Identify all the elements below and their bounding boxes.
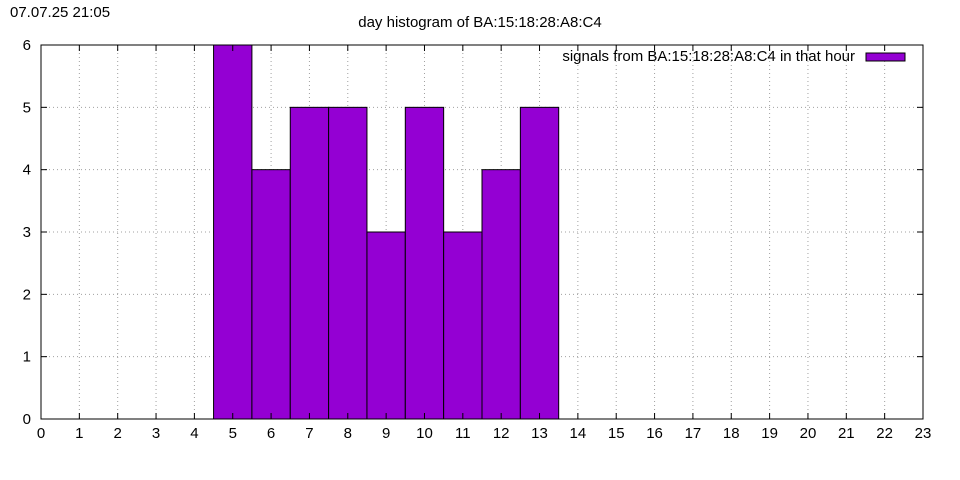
timestamp: 07.07.25 21:05	[10, 4, 111, 21]
chart-title: day histogram of BA:15:18:28:A8:C4	[358, 14, 601, 31]
x-tick-label: 7	[305, 425, 313, 442]
y-tick-label: 2	[23, 286, 31, 303]
y-tick-label: 6	[23, 37, 31, 54]
bar-hour-10	[404, 106, 445, 420]
y-tick-label: 5	[23, 99, 31, 116]
legend: signals from BA:15:18:28:A8:C4 in that h…	[562, 48, 906, 65]
axis-ticks	[40, 44, 924, 420]
y-tick-label: 3	[23, 224, 31, 241]
x-tick-label: 20	[800, 425, 817, 442]
x-tick-label: 0	[37, 425, 45, 442]
x-tick-label: 17	[685, 425, 702, 442]
x-tick-label: 4	[190, 425, 198, 442]
x-tick-label: 18	[723, 425, 740, 442]
x-tick-label: 15	[608, 425, 625, 442]
x-tick-label: 1	[75, 425, 83, 442]
y-axis-tick-labels: 0 1 2 3 4 5 6	[23, 37, 31, 428]
bar-hour-7	[289, 106, 330, 420]
x-tick-label: 19	[761, 425, 778, 442]
y-tick-label: 1	[23, 349, 31, 366]
y-tick-label: 4	[23, 162, 31, 179]
bar-hour-5	[213, 44, 253, 420]
x-tick-label: 14	[570, 425, 587, 442]
x-tick-label: 11	[455, 425, 471, 442]
x-tick-label: 16	[646, 425, 663, 442]
x-tick-label: 13	[531, 425, 548, 442]
bar-hour-13	[519, 106, 560, 420]
x-tick-label: 2	[114, 425, 122, 442]
bar-hour-12	[481, 169, 521, 420]
bars	[213, 44, 560, 420]
x-tick-label: 6	[267, 425, 275, 442]
legend-swatch	[865, 52, 906, 62]
x-tick-label: 21	[838, 425, 855, 442]
y-tick-label: 0	[23, 411, 31, 428]
bar-hour-9	[366, 231, 406, 420]
legend-label: signals from BA:15:18:28:A8:C4 in that h…	[562, 48, 855, 65]
bar-hour-11	[443, 231, 483, 420]
x-tick-label: 22	[876, 425, 893, 442]
x-tick-label: 8	[344, 425, 352, 442]
bar-hour-8	[328, 106, 368, 420]
x-axis-tick-labels: 0 1 2 3 4 5 6 7 8 9 10 11 12 13 14 15 16 17 18 19 20 21 22 23	[37, 425, 932, 442]
x-tick-label: 12	[493, 425, 510, 442]
x-tick-label: 23	[915, 425, 932, 442]
x-tick-label: 3	[152, 425, 160, 442]
x-tick-label: 9	[382, 425, 390, 442]
x-tick-label: 10	[416, 425, 433, 442]
x-tick-label: 5	[229, 425, 237, 442]
bar-hour-6	[251, 169, 291, 420]
